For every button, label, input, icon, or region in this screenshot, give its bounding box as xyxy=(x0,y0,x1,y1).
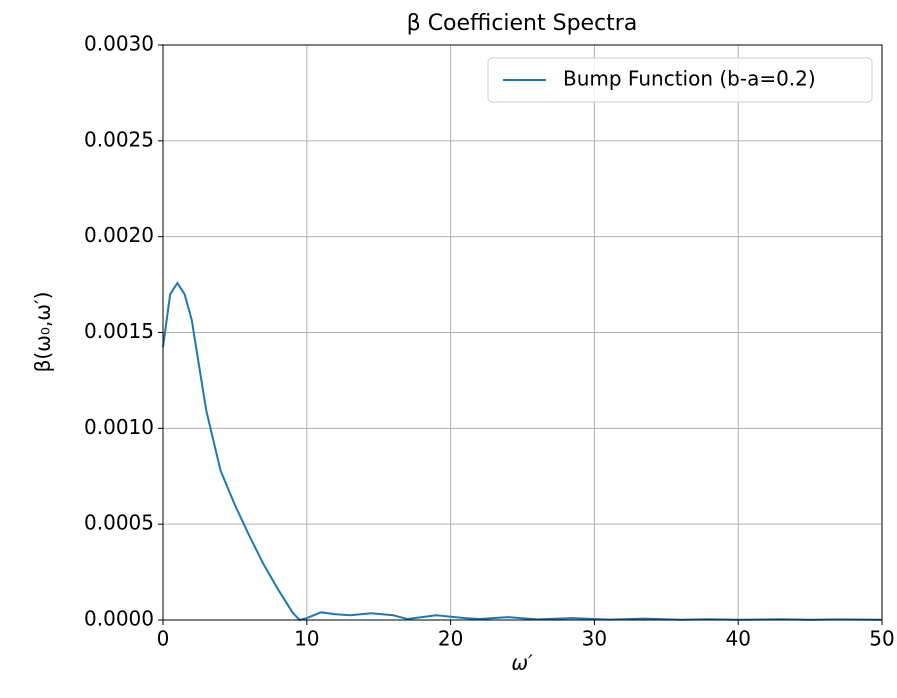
x-tick-label: 0 xyxy=(157,627,170,651)
y-tick-label: 0.0005 xyxy=(84,511,154,535)
x-tick-label: 10 xyxy=(294,627,319,651)
plot-frame xyxy=(162,44,883,621)
y-tick-label: 0.0000 xyxy=(84,607,154,631)
y-tick-label: 0.0025 xyxy=(84,127,154,151)
y-tick-label: 0.0020 xyxy=(84,223,154,247)
legend-label: Bump Function (b-a=0.2) xyxy=(563,67,816,91)
y-tick-label: 0.0015 xyxy=(84,319,154,343)
x-axis-label: ω′ xyxy=(511,651,533,675)
x-tick-label: 40 xyxy=(725,627,750,651)
y-tick-label: 0.0030 xyxy=(84,32,154,56)
x-tick-label: 50 xyxy=(869,627,894,651)
y-axis-label: β(ω₀,ω′) xyxy=(31,292,55,373)
data-line xyxy=(162,281,883,622)
x-tick-label: 20 xyxy=(438,627,463,651)
chart-title: β Coefficient Spectra xyxy=(407,11,638,36)
legend-box xyxy=(487,57,873,103)
y-tick-label: 0.0010 xyxy=(84,415,154,439)
x-tick-label: 30 xyxy=(582,627,607,651)
